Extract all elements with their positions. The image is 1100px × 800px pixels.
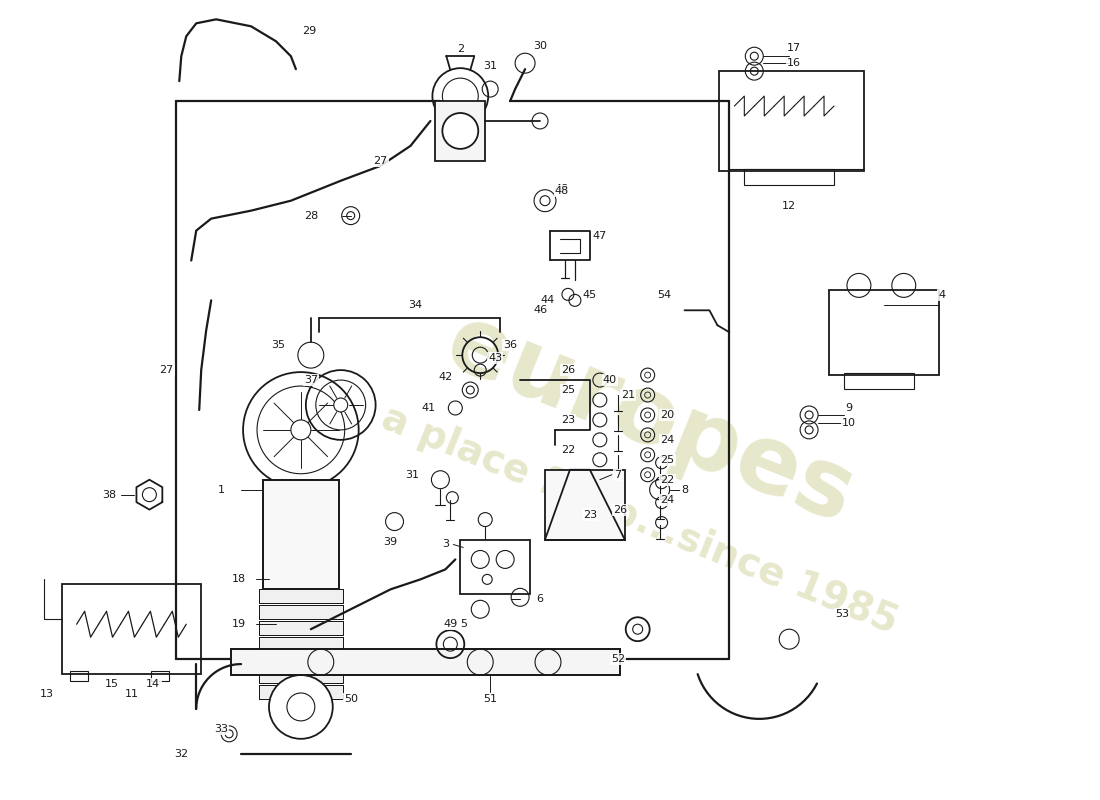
Text: 27: 27 [160, 365, 174, 375]
Bar [62, 584, 201, 674]
Text: 40: 40 [603, 375, 617, 385]
Text: 14: 14 [146, 679, 161, 689]
Text: 27: 27 [374, 156, 387, 166]
Bar [231, 649, 619, 675]
Text: 7: 7 [614, 470, 622, 480]
Text: 9: 9 [846, 403, 852, 413]
Bar [258, 622, 343, 635]
Text: 53: 53 [835, 610, 849, 619]
Text: 44: 44 [541, 295, 556, 306]
Bar [258, 685, 343, 699]
Bar [69, 671, 88, 681]
Bar [258, 622, 343, 635]
Text: 31: 31 [483, 61, 497, 71]
Text: 5: 5 [460, 619, 466, 630]
Text: 38: 38 [102, 490, 117, 500]
Text: 26: 26 [561, 365, 575, 375]
Bar [258, 637, 343, 651]
Text: 15: 15 [104, 679, 119, 689]
Text: 22: 22 [561, 445, 575, 455]
Text: 17: 17 [788, 43, 801, 54]
Text: 43: 43 [488, 353, 503, 363]
Bar [719, 71, 864, 170]
Bar [263, 480, 339, 590]
Text: a place for p...since 1985: a place for p...since 1985 [376, 398, 903, 641]
Text: 39: 39 [384, 537, 397, 546]
Bar [258, 637, 343, 651]
Text: 42: 42 [438, 372, 452, 382]
Text: 19: 19 [232, 619, 246, 630]
Text: 50: 50 [343, 694, 358, 704]
Text: 30: 30 [534, 42, 547, 51]
Bar [258, 653, 343, 667]
Text: 48: 48 [554, 184, 569, 194]
Bar [258, 669, 343, 683]
Text: 22: 22 [660, 474, 674, 485]
Text: 12: 12 [782, 201, 796, 210]
Text: 36: 36 [503, 340, 517, 350]
Text: 47: 47 [593, 230, 607, 241]
Text: 29: 29 [301, 26, 316, 36]
Text: 51: 51 [483, 694, 497, 704]
Text: 13: 13 [40, 689, 54, 699]
Text: 45: 45 [583, 290, 597, 300]
Text: 10: 10 [842, 418, 856, 428]
Circle shape [290, 420, 311, 440]
Circle shape [333, 398, 348, 412]
Text: europes: europes [432, 297, 867, 543]
Text: 34: 34 [408, 300, 422, 310]
Text: 23: 23 [583, 510, 597, 520]
Bar [258, 669, 343, 683]
Text: 4: 4 [938, 290, 945, 300]
Bar [436, 101, 485, 161]
Bar [844, 373, 914, 389]
Text: 16: 16 [788, 58, 801, 68]
Text: 24: 24 [660, 494, 674, 505]
Text: 20: 20 [660, 410, 674, 420]
Text: 46: 46 [534, 306, 547, 315]
Bar [258, 685, 343, 699]
Text: 52: 52 [610, 654, 625, 664]
Text: 23: 23 [561, 415, 575, 425]
Text: 24: 24 [660, 435, 674, 445]
Text: 35: 35 [271, 340, 285, 350]
Bar [258, 590, 343, 603]
Bar [745, 169, 834, 185]
Bar [258, 590, 343, 603]
Text: 11: 11 [124, 689, 139, 699]
Text: 21: 21 [620, 390, 635, 400]
Circle shape [442, 113, 478, 149]
Text: 25: 25 [660, 454, 674, 465]
Bar [258, 606, 343, 619]
Text: 26: 26 [613, 505, 627, 514]
Bar [152, 671, 169, 681]
Text: 32: 32 [174, 749, 188, 758]
Text: 25: 25 [561, 385, 575, 395]
Text: 31: 31 [406, 470, 419, 480]
Text: 8: 8 [681, 485, 689, 494]
Text: 6: 6 [537, 594, 543, 604]
Text: 48: 48 [554, 186, 569, 196]
Bar [258, 606, 343, 619]
Text: 18: 18 [232, 574, 246, 584]
Text: 41: 41 [421, 403, 436, 413]
Bar [258, 653, 343, 667]
Text: 2: 2 [456, 44, 464, 54]
Bar [460, 539, 530, 594]
Bar [544, 470, 625, 539]
Bar [263, 480, 339, 590]
Bar [829, 290, 938, 375]
Circle shape [270, 675, 333, 739]
Text: 37: 37 [304, 375, 318, 385]
Bar [231, 649, 619, 675]
Text: 54: 54 [658, 290, 672, 300]
Text: 33: 33 [214, 724, 228, 734]
Text: 28: 28 [304, 210, 318, 221]
Text: 1: 1 [218, 485, 224, 494]
Text: 3: 3 [442, 539, 449, 550]
Text: 49: 49 [443, 619, 458, 630]
